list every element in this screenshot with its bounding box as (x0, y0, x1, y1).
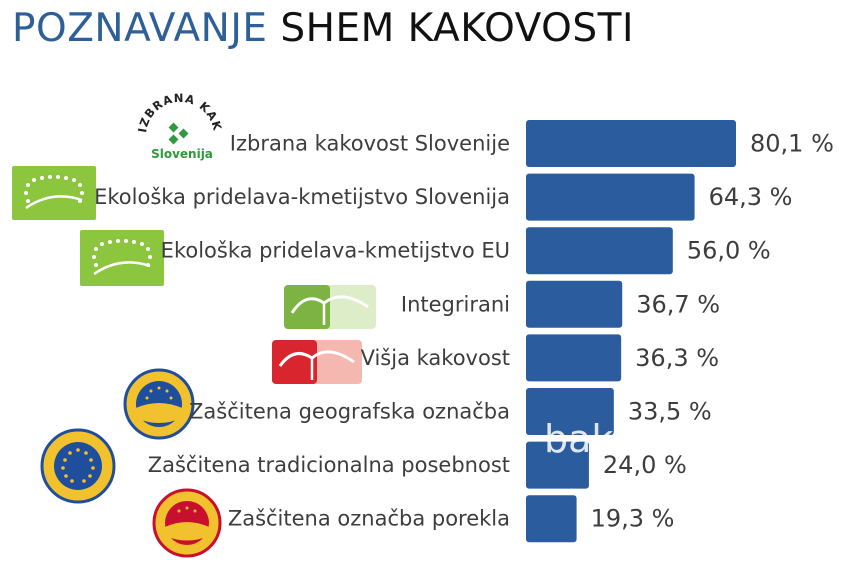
bar (526, 441, 589, 489)
integrirani-logo (284, 285, 376, 329)
value-label: 33,5 % (628, 398, 712, 426)
bar (526, 120, 736, 167)
pdo-seal-logo (152, 488, 222, 558)
value-label: 24,0 % (603, 451, 687, 479)
izbrana-kakovost-logo: IZBRANA KAKOVOST Slovenija (127, 73, 228, 180)
category-label: Izbrana kakovost Slovenije (230, 132, 510, 156)
watermark-text: bako (544, 417, 635, 461)
bar (526, 280, 623, 328)
title-part1: POZNAVANJE (12, 6, 268, 51)
pgi-seal-logo (123, 368, 195, 440)
bar (526, 388, 614, 435)
value-label: 36,3 % (635, 344, 719, 372)
category-label: Integrirani (401, 292, 510, 316)
value-label: 36,7 % (636, 290, 720, 318)
tsg-seal-logo (40, 428, 116, 504)
bar (526, 173, 695, 221)
bar (526, 334, 622, 382)
eu-organic-leaf-logo-2 (80, 230, 164, 286)
bar (526, 227, 673, 275)
value-label: 56,0 % (687, 237, 771, 265)
chart-title: POZNAVANJE SHEM KAKOVOSTI (12, 6, 634, 51)
category-label: Ekološka pridelava-kmetijstvo EU (161, 239, 510, 263)
value-label: 64,3 % (709, 183, 793, 211)
bar (526, 495, 577, 543)
category-label: Zaščitena označba porekla (228, 507, 510, 531)
category-label: Zaščitena tradicionalna posebnost (148, 453, 510, 477)
title-part2: SHEM KAKOVOSTI (280, 6, 634, 51)
eu-organic-leaf-logo (12, 166, 96, 220)
category-label: Višja kakovost (361, 346, 510, 370)
visja-kakovost-logo (272, 340, 362, 384)
value-label: 19,3 % (591, 505, 675, 533)
category-label: Ekološka pridelava-kmetijstvo Slovenija (94, 185, 510, 209)
value-label: 80,1 % (750, 130, 834, 158)
logo-slovenija-text: Slovenija (151, 147, 213, 161)
category-label: Zaščitena geografska označba (189, 400, 510, 424)
